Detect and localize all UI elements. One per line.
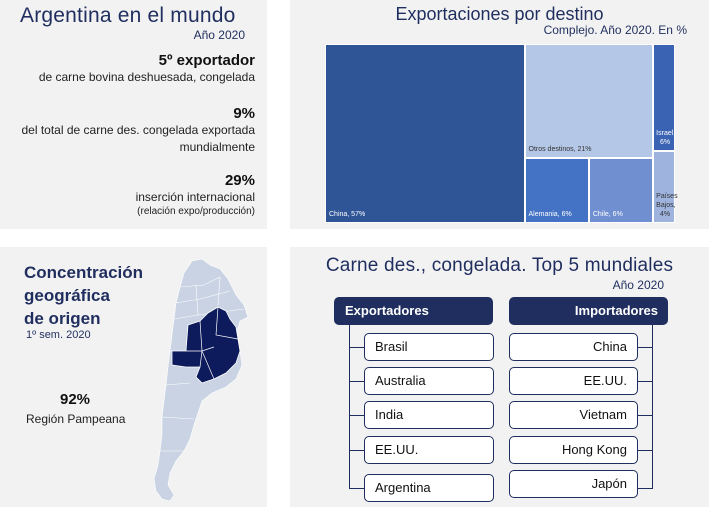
panel-year: Año 2020 — [193, 28, 245, 42]
panel-argentina-world: Argentina en el mundo Año 2020 5º export… — [0, 0, 267, 229]
connector-tick — [349, 488, 364, 489]
title-line: Concentración — [24, 263, 144, 282]
pampeana-borders — [186, 306, 239, 380]
exporter-item: Argentina — [364, 474, 494, 502]
title-line: geográfica — [24, 286, 110, 305]
importers-header: Importadores — [509, 297, 668, 325]
connector-tick — [638, 347, 653, 348]
treemap-label: Alemania, 6% — [528, 210, 572, 218]
treemap-tile-chile: Chile, 6% — [588, 157, 654, 223]
stat-desc: del total de carne des. congelada export… — [21, 123, 255, 137]
connector-tick — [638, 381, 653, 382]
connector-tick — [349, 347, 364, 348]
treemap-tile-otros-destinos: Otros destinos, 21% — [524, 44, 654, 158]
importer-item: Vietnam — [509, 401, 638, 429]
treemap-chart: China, 57% Israel, 6% Países Bajos, 4% Otros d… — [325, 44, 678, 223]
importer-item: Hong Kong — [509, 436, 638, 464]
connector-tick — [349, 381, 364, 382]
stat-desc: Región Pampeana — [26, 412, 126, 426]
stat-world-share: 9% del total de carne des. congelada exp… — [21, 105, 255, 156]
treemap-tile-china: China, 57% — [325, 44, 525, 223]
stat-value: 92% — [60, 391, 91, 408]
connector-tick — [349, 415, 364, 416]
panel-exports-destination: Exportaciones por destino Complejo. Año … — [290, 0, 709, 229]
stat-desc: mundialmente — [179, 140, 255, 154]
exporter-item: Brasil — [364, 333, 494, 361]
exporters-connector — [349, 325, 350, 489]
exporter-item: India — [364, 401, 494, 429]
treemap-tile-israel: Israel, 6% — [653, 44, 676, 152]
treemap-label: China, 57% — [329, 211, 366, 218]
panel-title: Carne des., congelada. Top 5 mundiales — [325, 255, 674, 276]
chart-subtitle: Complejo. Año 2020. En % — [543, 23, 687, 37]
panel-geographic-origin: Concentración geográfica de origen 1º se… — [0, 247, 267, 507]
importer-item: Japón — [509, 470, 638, 498]
stat-value: 5º exportador — [158, 52, 255, 69]
title-line: de origen — [24, 309, 101, 328]
province-borders — [160, 276, 245, 452]
panel-top5: Carne des., congelada. Top 5 mundiales A… — [290, 247, 709, 507]
treemap-label: Chile, 6% — [592, 210, 623, 218]
connector-tick — [638, 488, 653, 489]
treemap-label: Israel, 6% — [656, 130, 676, 147]
exporter-item: EE.UU. — [364, 436, 494, 464]
argentina-map — [153, 258, 249, 502]
stat-insertion: 29% inserción internacional (relación ex… — [136, 172, 255, 217]
connector-tick — [638, 415, 653, 416]
stat-note: (relación expo/producción) — [137, 206, 255, 217]
exporter-item: Australia — [364, 367, 494, 395]
importers-connector — [652, 325, 653, 489]
stat-desc: inserción internacional — [135, 190, 255, 204]
importer-item: EE.UU. — [509, 367, 638, 395]
panel-title: Argentina en el mundo — [20, 4, 236, 27]
panel-year: Año 2020 — [612, 278, 664, 292]
stat-value: 29% — [224, 172, 255, 189]
treemap-tile-alemania: Alemania, 6% — [524, 157, 589, 223]
connector-tick — [638, 450, 653, 451]
importer-item: China — [509, 333, 638, 361]
panel-title: Concentración geográfica de origen — [24, 261, 143, 330]
stat-value: 9% — [233, 105, 255, 122]
stat-desc: de carne bovina deshuesada, congelada — [38, 70, 255, 84]
stat-exporter-rank: 5º exportador de carne bovina deshuesada… — [39, 52, 255, 86]
treemap-label: Países Bajos, 4% — [656, 192, 678, 218]
panel-period: 1º sem. 2020 — [26, 329, 91, 341]
treemap-label: Otros destinos, 21% — [528, 145, 592, 153]
treemap-tile-países-bajos: Países Bajos, 4% — [653, 151, 678, 223]
connector-tick — [349, 450, 364, 451]
exporters-header: Exportadores — [334, 297, 493, 325]
chart-title: Exportaciones por destino — [395, 4, 604, 24]
pampeana-region — [171, 306, 241, 384]
